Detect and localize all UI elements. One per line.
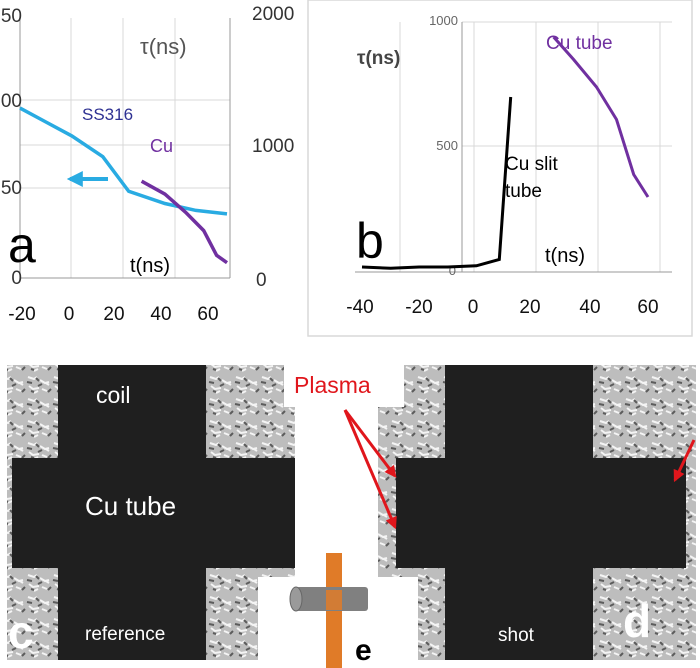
plasma-arrow xyxy=(343,409,397,478)
tick-label: 20 xyxy=(519,297,540,318)
series-line-cu xyxy=(140,179,229,265)
tick-label: 0 xyxy=(64,304,75,325)
tick-label: 60 xyxy=(197,304,218,325)
image-c-reference: coil Cu tube reference c xyxy=(7,365,295,660)
image-d-shot: shot d xyxy=(378,365,696,660)
image-d-label-shot: shot xyxy=(498,625,535,646)
panel-b-xlabel: t(ns) xyxy=(545,245,585,267)
tick-label: -40 xyxy=(346,297,373,318)
plasma-label-box xyxy=(284,365,404,407)
panel-b-gridlines xyxy=(399,21,672,272)
panel-b-frame xyxy=(307,0,693,337)
tick-label: 60 xyxy=(637,297,658,318)
tick-label: 0 xyxy=(256,270,267,291)
tick-label: 40 xyxy=(150,304,171,325)
panel-b-series-label-cu-slit-tube: Cu slit tube xyxy=(505,154,563,202)
image-d-letter: d xyxy=(623,595,651,647)
tick-label: 150 xyxy=(0,6,22,27)
plasma-arrow xyxy=(673,439,696,483)
panel-a-chart: 150 100 50 0 2000 1000 0 -20 0 20 40 60 … xyxy=(0,4,294,325)
tick-label: 1000 xyxy=(252,136,294,157)
panel-a-right-ticks: 2000 1000 0 xyxy=(252,4,294,291)
image-c-tube-shadow xyxy=(12,458,295,568)
plasma-label: Plasma xyxy=(294,372,371,398)
tick-label: 0 xyxy=(11,268,22,289)
tick-label: -20 xyxy=(405,297,432,318)
sketch-e-letter: e xyxy=(355,634,372,667)
panel-b-chart: 1000 500 0 -40 -20 0 20 40 60 τ(ns) Cu t… xyxy=(307,0,693,337)
tick-label: 40 xyxy=(579,297,600,318)
tick-label: 20 xyxy=(103,304,124,325)
series-label-line: Cu slit xyxy=(505,154,559,175)
tick-label: -20 xyxy=(8,304,35,325)
tick-label: 1000 xyxy=(429,13,458,28)
panel-b-x-ticks: -40 -20 0 20 40 60 xyxy=(346,297,658,318)
panel-b-letter: b xyxy=(356,213,384,269)
panel-a-xlabel: t(ns) xyxy=(130,255,170,277)
tick-label: 100 xyxy=(0,91,22,112)
panel-b-series-label-cu-tube: Cu tube xyxy=(546,33,613,54)
tick-label: 500 xyxy=(436,138,458,153)
sketch-e: e xyxy=(258,553,418,668)
series-line-ss316 xyxy=(19,106,228,216)
panel-b-y-ticks: 1000 500 0 xyxy=(429,13,458,278)
panel-a-series-label-ss316: SS316 xyxy=(82,105,133,124)
image-c-label-reference: reference xyxy=(85,624,165,645)
panel-a-series-label-cu: Cu xyxy=(150,136,173,156)
panel-a-letter: a xyxy=(8,217,36,273)
sketch-e-coil-front xyxy=(326,590,342,610)
image-c-label-cu-tube: Cu tube xyxy=(85,491,176,521)
tick-label: 0 xyxy=(468,297,479,318)
panel-a-title: τ(ns) xyxy=(140,34,187,59)
series-line-cu-tube xyxy=(552,36,650,198)
plasma-arrow xyxy=(343,409,397,530)
panel-a-gridlines xyxy=(20,18,230,278)
tick-label: 2000 xyxy=(252,4,294,25)
panel-a-left-ticks: 150 100 50 0 xyxy=(0,6,22,289)
panel-a-x-ticks: -20 0 20 40 60 xyxy=(8,304,218,325)
image-c-label-coil: coil xyxy=(96,382,131,408)
tick-label: 0 xyxy=(449,263,456,278)
image-c-letter: c xyxy=(8,606,34,658)
series-label-line: tube xyxy=(505,181,542,202)
image-d-tube-shadow xyxy=(396,458,686,568)
panel-b-title: τ(ns) xyxy=(357,48,400,69)
series-line-cu-slit-tube xyxy=(361,96,513,270)
tick-label: 50 xyxy=(1,178,22,199)
sketch-e-tube-end xyxy=(289,586,303,612)
plasma-arrows xyxy=(343,409,696,530)
